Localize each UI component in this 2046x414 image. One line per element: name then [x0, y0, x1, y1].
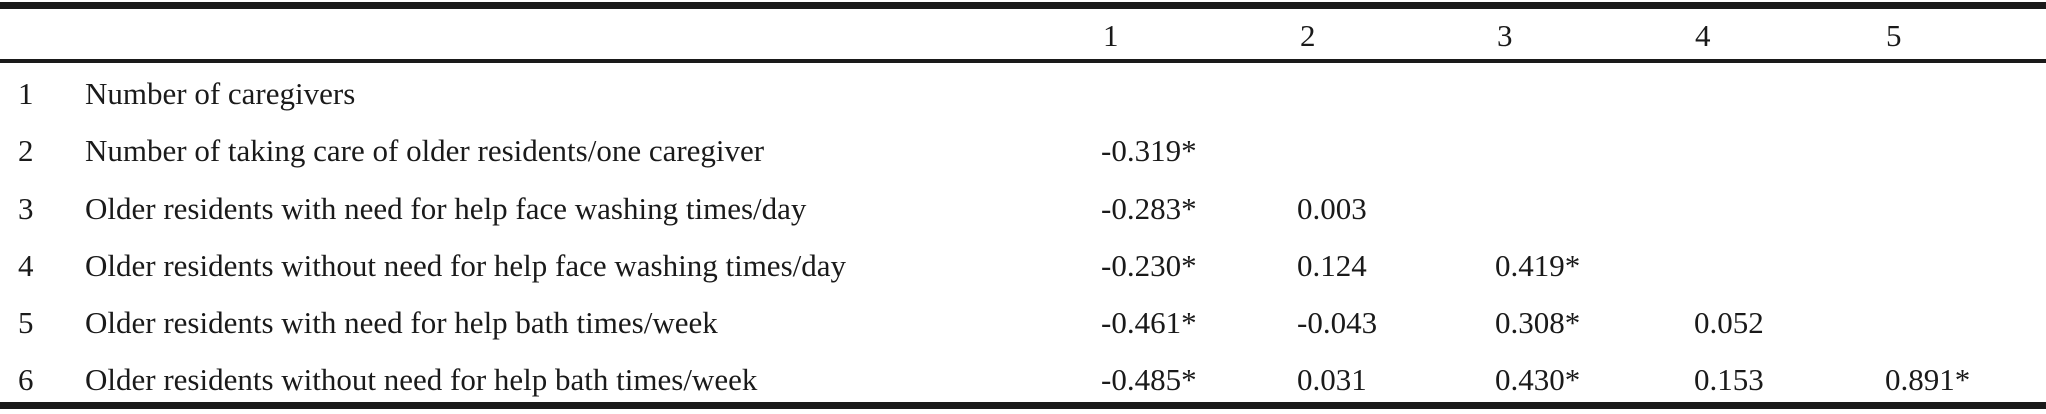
correlation-value: 0.419* [1495, 248, 1581, 283]
correlation-value: 0.003 [1297, 191, 1367, 226]
row-label: Number of caregivers [85, 76, 356, 111]
correlation-value: 0.124 [1297, 248, 1367, 283]
row-number: 2 [18, 133, 34, 168]
column-header-2: 2 [1300, 18, 1316, 53]
row-label: Older residents without need for help fa… [85, 248, 846, 283]
correlation-value: -0.461* [1101, 305, 1197, 340]
table-bottom-rule [0, 402, 2046, 409]
column-header-4: 4 [1695, 18, 1711, 53]
row-number: 3 [18, 191, 34, 226]
correlation-value: -0.283* [1101, 191, 1197, 226]
correlation-value: -0.043 [1297, 305, 1378, 340]
correlation-value: 0.031 [1297, 362, 1367, 397]
correlation-value: 0.308* [1495, 305, 1581, 340]
row-label: Older residents with need for help face … [85, 191, 807, 226]
row-label: Older residents with need for help bath … [85, 305, 718, 340]
row-number: 5 [18, 305, 34, 340]
correlation-value: -0.230* [1101, 248, 1197, 283]
correlation-value: -0.319* [1101, 133, 1197, 168]
row-label: Older residents without need for help ba… [85, 362, 758, 397]
correlation-value: -0.485* [1101, 362, 1197, 397]
row-number: 6 [18, 362, 34, 397]
correlation-value: 0.891* [1885, 362, 1971, 397]
table-top-rule [0, 2, 2046, 9]
correlation-value: 0.153 [1694, 362, 1764, 397]
row-number: 1 [18, 76, 34, 111]
table-header-rule [0, 59, 2046, 63]
correlation-value: 0.052 [1694, 305, 1764, 340]
column-header-3: 3 [1497, 18, 1513, 53]
correlation-value: 0.430* [1495, 362, 1581, 397]
column-header-1: 1 [1103, 18, 1119, 53]
row-number: 4 [18, 248, 34, 283]
row-label: Number of taking care of older residents… [85, 133, 765, 168]
column-header-5: 5 [1886, 18, 1902, 53]
